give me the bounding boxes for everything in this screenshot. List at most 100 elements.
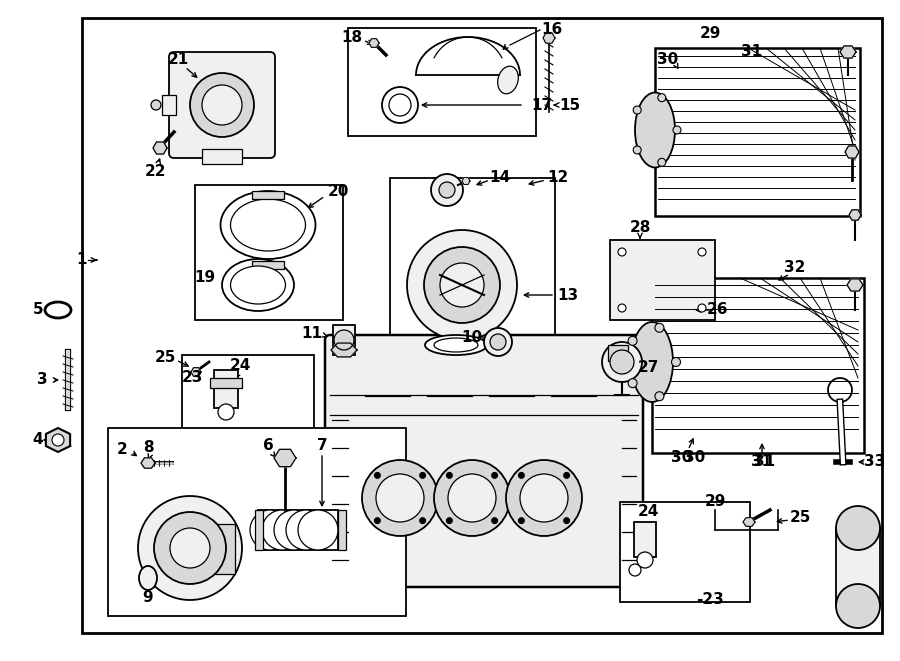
Bar bbox=[333, 325, 355, 355]
Text: 22: 22 bbox=[144, 165, 166, 180]
Text: 3: 3 bbox=[37, 373, 48, 387]
Ellipse shape bbox=[220, 191, 316, 259]
Circle shape bbox=[286, 510, 326, 550]
Ellipse shape bbox=[222, 259, 294, 311]
Text: 4: 4 bbox=[32, 432, 43, 447]
Text: 29: 29 bbox=[699, 26, 721, 40]
Text: 18: 18 bbox=[341, 30, 363, 46]
Circle shape bbox=[419, 518, 426, 524]
Text: 14: 14 bbox=[490, 171, 510, 186]
Polygon shape bbox=[845, 146, 859, 158]
Bar bbox=[252, 191, 284, 199]
FancyBboxPatch shape bbox=[169, 52, 275, 158]
Circle shape bbox=[440, 263, 484, 307]
Text: 19: 19 bbox=[194, 270, 216, 286]
Bar bbox=[338, 510, 346, 550]
Text: 31: 31 bbox=[742, 44, 762, 59]
Circle shape bbox=[602, 342, 642, 382]
Text: 31: 31 bbox=[754, 455, 776, 469]
Circle shape bbox=[424, 247, 500, 323]
Circle shape bbox=[671, 358, 680, 366]
Circle shape bbox=[190, 73, 254, 137]
Circle shape bbox=[218, 404, 234, 420]
Circle shape bbox=[698, 304, 706, 312]
Circle shape bbox=[490, 334, 506, 350]
Circle shape bbox=[362, 460, 438, 536]
Circle shape bbox=[138, 496, 242, 600]
Circle shape bbox=[170, 528, 210, 568]
Text: 17: 17 bbox=[531, 98, 553, 112]
Text: 6: 6 bbox=[263, 438, 274, 453]
Text: 5: 5 bbox=[32, 303, 43, 317]
Polygon shape bbox=[847, 279, 863, 291]
Bar bbox=[82, 18, 882, 633]
Text: 26: 26 bbox=[707, 303, 729, 317]
Bar bbox=[215, 524, 235, 574]
Bar bbox=[182, 355, 314, 455]
Ellipse shape bbox=[631, 322, 673, 402]
Polygon shape bbox=[141, 458, 155, 468]
Circle shape bbox=[658, 159, 666, 167]
Circle shape bbox=[374, 473, 381, 479]
Bar bbox=[652, 278, 864, 453]
Circle shape bbox=[634, 146, 641, 154]
Polygon shape bbox=[543, 33, 555, 43]
Text: 24: 24 bbox=[637, 504, 659, 520]
Polygon shape bbox=[46, 428, 70, 452]
Bar bbox=[108, 428, 406, 616]
Circle shape bbox=[374, 518, 381, 524]
Circle shape bbox=[434, 460, 510, 536]
Circle shape bbox=[52, 434, 64, 446]
Polygon shape bbox=[849, 210, 861, 220]
Circle shape bbox=[628, 379, 637, 387]
Circle shape bbox=[274, 510, 314, 550]
Bar bbox=[195, 185, 343, 320]
Circle shape bbox=[673, 126, 681, 134]
Text: 30: 30 bbox=[657, 52, 679, 67]
Circle shape bbox=[634, 106, 641, 114]
Polygon shape bbox=[274, 449, 296, 467]
Circle shape bbox=[618, 248, 626, 256]
Text: 10: 10 bbox=[462, 330, 482, 346]
Polygon shape bbox=[153, 142, 167, 154]
Bar bbox=[608, 345, 628, 361]
Text: 12: 12 bbox=[547, 171, 569, 186]
Ellipse shape bbox=[635, 93, 675, 167]
Bar bbox=[214, 370, 238, 408]
Circle shape bbox=[446, 518, 453, 524]
Text: 29: 29 bbox=[705, 494, 725, 510]
Text: 23: 23 bbox=[181, 371, 202, 385]
Bar bbox=[620, 502, 750, 602]
Polygon shape bbox=[369, 39, 379, 48]
Text: -23: -23 bbox=[696, 592, 724, 607]
Bar bbox=[836, 528, 880, 606]
Circle shape bbox=[563, 518, 570, 524]
Text: 20: 20 bbox=[328, 184, 348, 200]
Polygon shape bbox=[840, 46, 856, 58]
Circle shape bbox=[298, 510, 338, 550]
Text: 13: 13 bbox=[557, 288, 579, 303]
Circle shape bbox=[836, 506, 880, 550]
Circle shape bbox=[655, 323, 664, 332]
Ellipse shape bbox=[425, 335, 487, 355]
Polygon shape bbox=[191, 368, 201, 376]
Circle shape bbox=[610, 350, 634, 374]
Circle shape bbox=[382, 87, 418, 123]
Text: 25: 25 bbox=[789, 510, 811, 525]
Circle shape bbox=[154, 512, 226, 584]
Ellipse shape bbox=[230, 199, 305, 251]
Circle shape bbox=[250, 510, 290, 550]
Bar bbox=[258, 510, 338, 550]
Text: 15: 15 bbox=[560, 98, 580, 112]
Text: 31: 31 bbox=[752, 455, 772, 469]
Bar bbox=[252, 261, 284, 269]
Polygon shape bbox=[331, 343, 357, 357]
Bar bbox=[162, 95, 176, 115]
Circle shape bbox=[448, 474, 496, 522]
Circle shape bbox=[698, 248, 706, 256]
Circle shape bbox=[836, 584, 880, 628]
Circle shape bbox=[518, 518, 525, 524]
Circle shape bbox=[262, 510, 302, 550]
Text: 9: 9 bbox=[143, 590, 153, 605]
Text: 30: 30 bbox=[684, 451, 706, 465]
